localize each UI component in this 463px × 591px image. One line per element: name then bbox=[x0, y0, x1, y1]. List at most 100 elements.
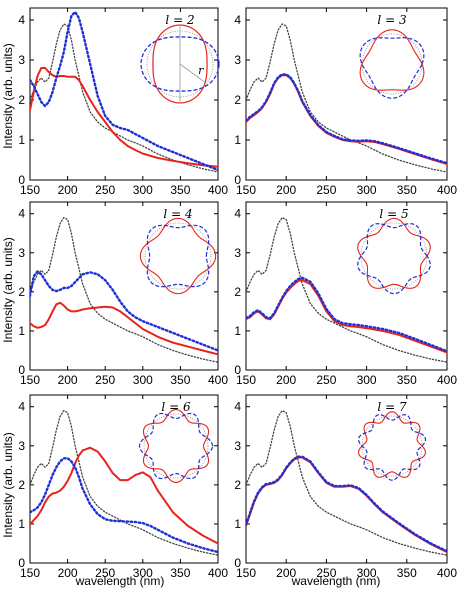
deformed-shape-blue bbox=[359, 37, 425, 99]
panel-2: 150 200 250 300 350 400 0 1 2 3 4 l = 3 bbox=[234, 7, 457, 197]
y-tick-label: 3 bbox=[234, 53, 241, 67]
x-tick-label: 350 bbox=[170, 373, 190, 387]
series-red-line bbox=[246, 74, 447, 165]
deformed-shape-red bbox=[358, 411, 426, 478]
deformed-shape-blue bbox=[146, 224, 210, 288]
plot-frame bbox=[245, 7, 448, 181]
x-tick-label: 250 bbox=[316, 373, 336, 387]
mode-label: l = 5 bbox=[379, 207, 408, 221]
plot-frame bbox=[29, 7, 219, 181]
y-tick-label: 3 bbox=[18, 246, 25, 260]
y-tick-label: 1 bbox=[18, 517, 25, 531]
x-tick-label: 400 bbox=[437, 373, 457, 387]
mode-shape-inset bbox=[139, 217, 217, 295]
plot-frame bbox=[245, 394, 448, 564]
y-tick-label: 1 bbox=[18, 133, 25, 147]
y-tick-label: 0 bbox=[234, 363, 241, 377]
series-reference-line bbox=[30, 409, 218, 556]
y-tick-label: 1 bbox=[234, 517, 241, 531]
y-tick-label: 2 bbox=[18, 285, 25, 299]
series-blue-line bbox=[246, 276, 447, 353]
x-tick-label: 250 bbox=[316, 183, 336, 197]
x-tick-label: 200 bbox=[58, 566, 78, 580]
panel-1: 150 200 250 300 350 400 0 1 2 3 4 r l = 2 bbox=[18, 7, 228, 197]
reference-circle bbox=[360, 222, 428, 290]
y-tick-label: 0 bbox=[18, 363, 25, 377]
x-axis-label: wavelength (nm) bbox=[75, 574, 165, 588]
x-tick-label: 250 bbox=[95, 566, 115, 580]
series-blue-line bbox=[30, 10, 218, 172]
plot-frame bbox=[245, 201, 448, 371]
y-tick-label: 2 bbox=[234, 285, 241, 299]
y-tick-label: 2 bbox=[18, 478, 25, 492]
plot-frame bbox=[29, 201, 219, 371]
x-tick-label: 250 bbox=[95, 373, 115, 387]
series-reference-line bbox=[246, 409, 447, 556]
y-tick-label: 3 bbox=[18, 53, 25, 67]
x-tick-label: 150 bbox=[236, 566, 256, 580]
deformed-shape-blue bbox=[357, 414, 427, 481]
series-blue-line bbox=[246, 455, 447, 553]
y-tick-label: 4 bbox=[234, 207, 241, 221]
mode-label: l = 4 bbox=[163, 207, 192, 221]
x-tick-label: 300 bbox=[133, 373, 153, 387]
x-axis-label: wavelength (nm) bbox=[291, 574, 381, 588]
series-red-line bbox=[246, 456, 447, 554]
x-tick-label: 400 bbox=[208, 373, 228, 387]
mode-shape-inset bbox=[359, 29, 425, 99]
y-tick-label: 3 bbox=[234, 439, 241, 453]
x-tick-label: 200 bbox=[276, 566, 296, 580]
y-axis-label: Intensity (arb. units) bbox=[1, 432, 15, 537]
mode-label: l = 6 bbox=[161, 400, 191, 414]
mode-label: l = 7 bbox=[377, 400, 407, 414]
mode-shape-inset bbox=[357, 217, 431, 295]
reference-circle bbox=[143, 413, 209, 479]
y-axis-label: Intensity (arb. units) bbox=[1, 237, 15, 342]
deformed-shape-red bbox=[357, 217, 431, 289]
x-tick-label: 300 bbox=[357, 566, 377, 580]
mode-label: l = 2 bbox=[165, 13, 194, 27]
x-tick-label: 300 bbox=[357, 373, 377, 387]
x-tick-label: 200 bbox=[276, 183, 296, 197]
x-tick-label: 200 bbox=[276, 373, 296, 387]
y-tick-label: 1 bbox=[234, 133, 241, 147]
x-tick-label: 250 bbox=[316, 566, 336, 580]
panel-6: 150 200 250 300 350 400 0 1 2 3 4 l = 7 bbox=[234, 394, 457, 580]
deformed-shape-blue bbox=[140, 36, 220, 92]
x-tick-label: 300 bbox=[357, 183, 377, 197]
y-tick-label: 0 bbox=[234, 173, 241, 187]
mode-shape-inset: r bbox=[140, 24, 220, 104]
x-tick-label: 250 bbox=[95, 183, 115, 197]
y-tick-label: 3 bbox=[18, 439, 25, 453]
x-tick-label: 350 bbox=[170, 566, 190, 580]
series-red-line bbox=[30, 67, 218, 168]
y-tick-label: 3 bbox=[234, 246, 241, 260]
x-tick-label: 400 bbox=[208, 183, 228, 197]
y-tick-label: 4 bbox=[18, 13, 25, 27]
deformed-shape-blue bbox=[138, 412, 214, 480]
y-tick-label: 4 bbox=[18, 207, 25, 221]
x-tick-label: 300 bbox=[133, 183, 153, 197]
mode-shape-inset bbox=[357, 411, 427, 481]
x-tick-label: 350 bbox=[397, 183, 417, 197]
y-tick-label: 1 bbox=[234, 324, 241, 338]
x-tick-label: 150 bbox=[20, 373, 40, 387]
series-reference-line bbox=[246, 23, 447, 173]
deformed-shape-red bbox=[359, 29, 425, 91]
y-tick-label: 2 bbox=[234, 93, 241, 107]
plot-frame bbox=[29, 394, 219, 564]
x-tick-label: 200 bbox=[58, 373, 78, 387]
series-reference-line bbox=[30, 23, 218, 173]
deformed-shape-red bbox=[152, 24, 208, 104]
reference-circle bbox=[144, 222, 212, 290]
x-tick-label: 350 bbox=[170, 183, 190, 197]
deformed-shape-blue bbox=[357, 223, 431, 295]
series-blue-line bbox=[30, 457, 218, 554]
x-tick-label: 150 bbox=[20, 566, 40, 580]
panel-4: 150 200 250 300 350 400 0 1 2 3 4 l = 5 bbox=[234, 201, 457, 387]
x-tick-label: 150 bbox=[236, 373, 256, 387]
mode-shape-inset bbox=[138, 408, 214, 484]
y-axis-label: Intensity (arb. units) bbox=[1, 43, 15, 148]
